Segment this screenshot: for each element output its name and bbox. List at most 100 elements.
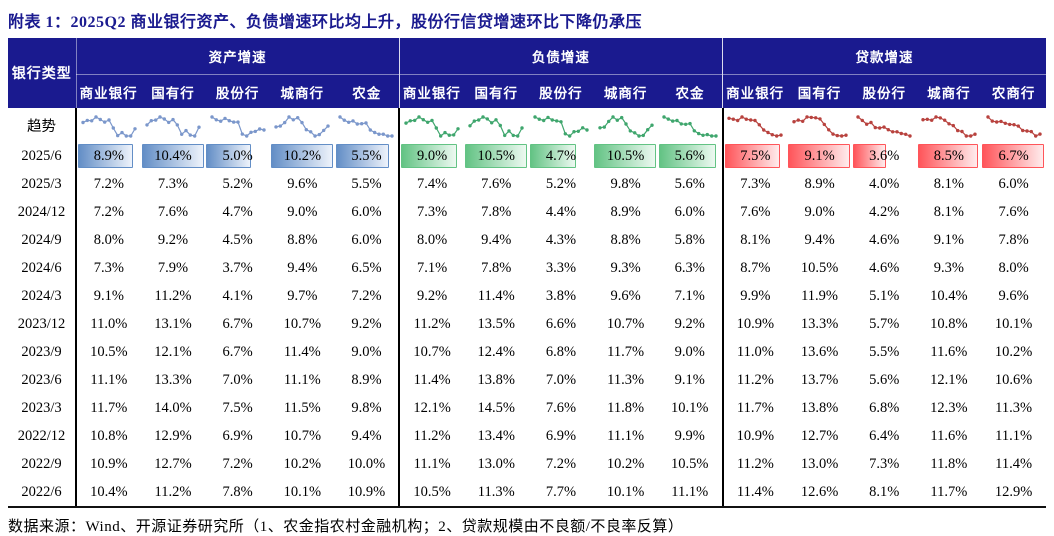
value-cell: 7.6% bbox=[481, 175, 512, 192]
value-cell: 11.4% bbox=[995, 455, 1033, 472]
row-date: 2024/6 bbox=[8, 254, 77, 282]
column-header: 国有行 bbox=[787, 74, 852, 108]
value-cell: 9.1% bbox=[933, 231, 964, 248]
data-bar bbox=[464, 144, 528, 168]
value-cell: 11.1% bbox=[995, 427, 1033, 444]
value-cell: 4.4% bbox=[545, 203, 577, 220]
data-bar bbox=[529, 144, 576, 168]
row-date: 2024/12 bbox=[8, 198, 77, 226]
value-cell: 8.0% bbox=[998, 259, 1029, 276]
value-cell: 6.9% bbox=[222, 427, 253, 444]
value-cell: 8.7% bbox=[721, 254, 788, 282]
growth-rate-table: 银行类型 资产增速 负债增速 贷款增速 商业银行 国有行 股份行 城商行 农金 商业银行 国有行 股份… bbox=[0, 38, 1054, 508]
trend-sparkline bbox=[404, 115, 460, 138]
table-row: 2024/9 8.0% 9.2% 4.5% 8.8% 6.0% 8.0% 9.4% 4.3% 8.… bbox=[8, 226, 1046, 254]
value-cell: 10.5% bbox=[90, 343, 128, 360]
value-cell: 10.2% bbox=[270, 142, 335, 170]
data-bar bbox=[78, 144, 134, 168]
value-cell: 9.8% bbox=[610, 175, 641, 192]
value-cell: 8.1% bbox=[721, 226, 788, 254]
value-cell: 11.2% bbox=[140, 478, 206, 508]
value-cell: 8.1% bbox=[851, 478, 917, 508]
column-header: 城商行 bbox=[916, 74, 982, 108]
value-cell: 12.1% bbox=[154, 343, 192, 360]
value-cell: 8.0% bbox=[93, 231, 124, 248]
row-date: 2025/6 bbox=[8, 142, 77, 170]
value-cell: 9.4% bbox=[351, 427, 382, 444]
value-cell: 5.8% bbox=[674, 231, 705, 248]
table-title: 附表 1：2025Q2 商业银行资产、负债增速环比均上升，股份行信贷增速环比下降… bbox=[8, 14, 642, 31]
value-cell: 12.7% bbox=[154, 455, 192, 472]
value-cell: 9.1% bbox=[787, 142, 852, 170]
trend-sparkline bbox=[727, 115, 784, 138]
data-bar bbox=[401, 144, 457, 168]
value-cell: 10.7% bbox=[398, 338, 464, 366]
value-cell: 11.2% bbox=[398, 310, 464, 338]
data-bar bbox=[852, 144, 886, 168]
trend-sparkline bbox=[791, 115, 848, 138]
value-cell: 7.3% bbox=[157, 175, 189, 192]
data-bar bbox=[141, 144, 204, 168]
value-cell: 10.2% bbox=[283, 455, 322, 472]
value-cell: 7.8% bbox=[481, 203, 512, 220]
value-cell: 7.6% bbox=[157, 203, 189, 220]
value-cell: 13.8% bbox=[477, 371, 515, 388]
value-cell: 9.6% bbox=[610, 287, 641, 304]
column-header: 农金 bbox=[334, 74, 400, 108]
row-date: 2023/3 bbox=[8, 394, 77, 422]
column-header: 商业银行 bbox=[76, 74, 141, 108]
bank-type-header: 银行类型 bbox=[8, 38, 77, 108]
value-cell: 4.1% bbox=[222, 287, 253, 304]
value-cell: 6.0% bbox=[351, 203, 382, 220]
value-text: 7.5% bbox=[740, 147, 771, 164]
value-cell: 7.3% bbox=[721, 170, 788, 198]
value-text: 4.7% bbox=[545, 147, 577, 164]
value-cell: 7.3% bbox=[93, 259, 124, 276]
value-cell: 11.7% bbox=[721, 394, 788, 422]
value-cell: 12.6% bbox=[787, 478, 852, 508]
value-cell: 13.6% bbox=[800, 343, 839, 360]
value-cell: 7.8% bbox=[205, 478, 270, 508]
column-header: 国有行 bbox=[140, 74, 206, 108]
value-cell: 12.4% bbox=[477, 343, 515, 360]
value-cell: 10.9% bbox=[721, 422, 788, 450]
table-row: 2024/12 7.2% 7.6% 4.7% 9.0% 6.0% 7.3% 7.8% 4.4% 8… bbox=[8, 198, 1046, 226]
value-text: 9.1% bbox=[804, 147, 835, 164]
value-cell: 9.6% bbox=[287, 175, 318, 192]
table-row: 2025/6 8.9% 10.4% 5.0% 10.2% 5.5% 9.0% 10.5% 4.7… bbox=[8, 142, 1046, 170]
data-bar bbox=[917, 144, 978, 168]
value-cell: 6.7% bbox=[222, 343, 253, 360]
value-cell: 8.1% bbox=[933, 203, 964, 220]
value-text: 3.6% bbox=[869, 147, 900, 164]
value-cell: 5.5% bbox=[335, 142, 400, 170]
value-cell: 9.2% bbox=[398, 282, 464, 310]
table-row: 2023/6 11.1% 13.3% 7.0% 11.1% 8.9% 11.4% 13.8% 7… bbox=[8, 366, 1046, 394]
column-header: 农金 bbox=[657, 74, 723, 108]
value-cell: 10.9% bbox=[721, 310, 788, 338]
value-cell: 8.9% bbox=[76, 142, 141, 170]
value-cell: 11.1% bbox=[657, 478, 723, 508]
table-row: 2024/3 9.1% 11.2% 4.1% 9.7% 7.2% 9.2% 11.4% 3.8%… bbox=[8, 282, 1046, 310]
value-cell: 5.7% bbox=[869, 315, 900, 332]
value-cell: 7.2% bbox=[545, 455, 577, 472]
value-cell: 13.1% bbox=[154, 315, 192, 332]
row-date: 2022/12 bbox=[8, 422, 77, 450]
value-cell: 8.9% bbox=[610, 203, 641, 220]
value-cell: 9.3% bbox=[933, 259, 964, 276]
column-header: 城商行 bbox=[593, 74, 658, 108]
row-date: 2023/6 bbox=[8, 366, 77, 394]
row-date: 2024/3 bbox=[8, 282, 77, 310]
value-cell: 11.4% bbox=[477, 287, 515, 304]
row-date: 2023/9 bbox=[8, 338, 77, 366]
row-date: 2022/6 bbox=[8, 478, 77, 508]
value-cell: 14.5% bbox=[477, 399, 515, 416]
value-cell: 11.8% bbox=[607, 399, 645, 416]
value-cell: 9.4% bbox=[481, 231, 512, 248]
value-cell: 10.5% bbox=[800, 259, 839, 276]
value-cell: 11.5% bbox=[283, 399, 321, 416]
value-cell: 7.6% bbox=[998, 203, 1029, 220]
value-cell: 8.5% bbox=[917, 142, 982, 170]
group-header-liability: 负债增速 bbox=[398, 38, 723, 75]
value-cell: 11.7% bbox=[607, 343, 645, 360]
